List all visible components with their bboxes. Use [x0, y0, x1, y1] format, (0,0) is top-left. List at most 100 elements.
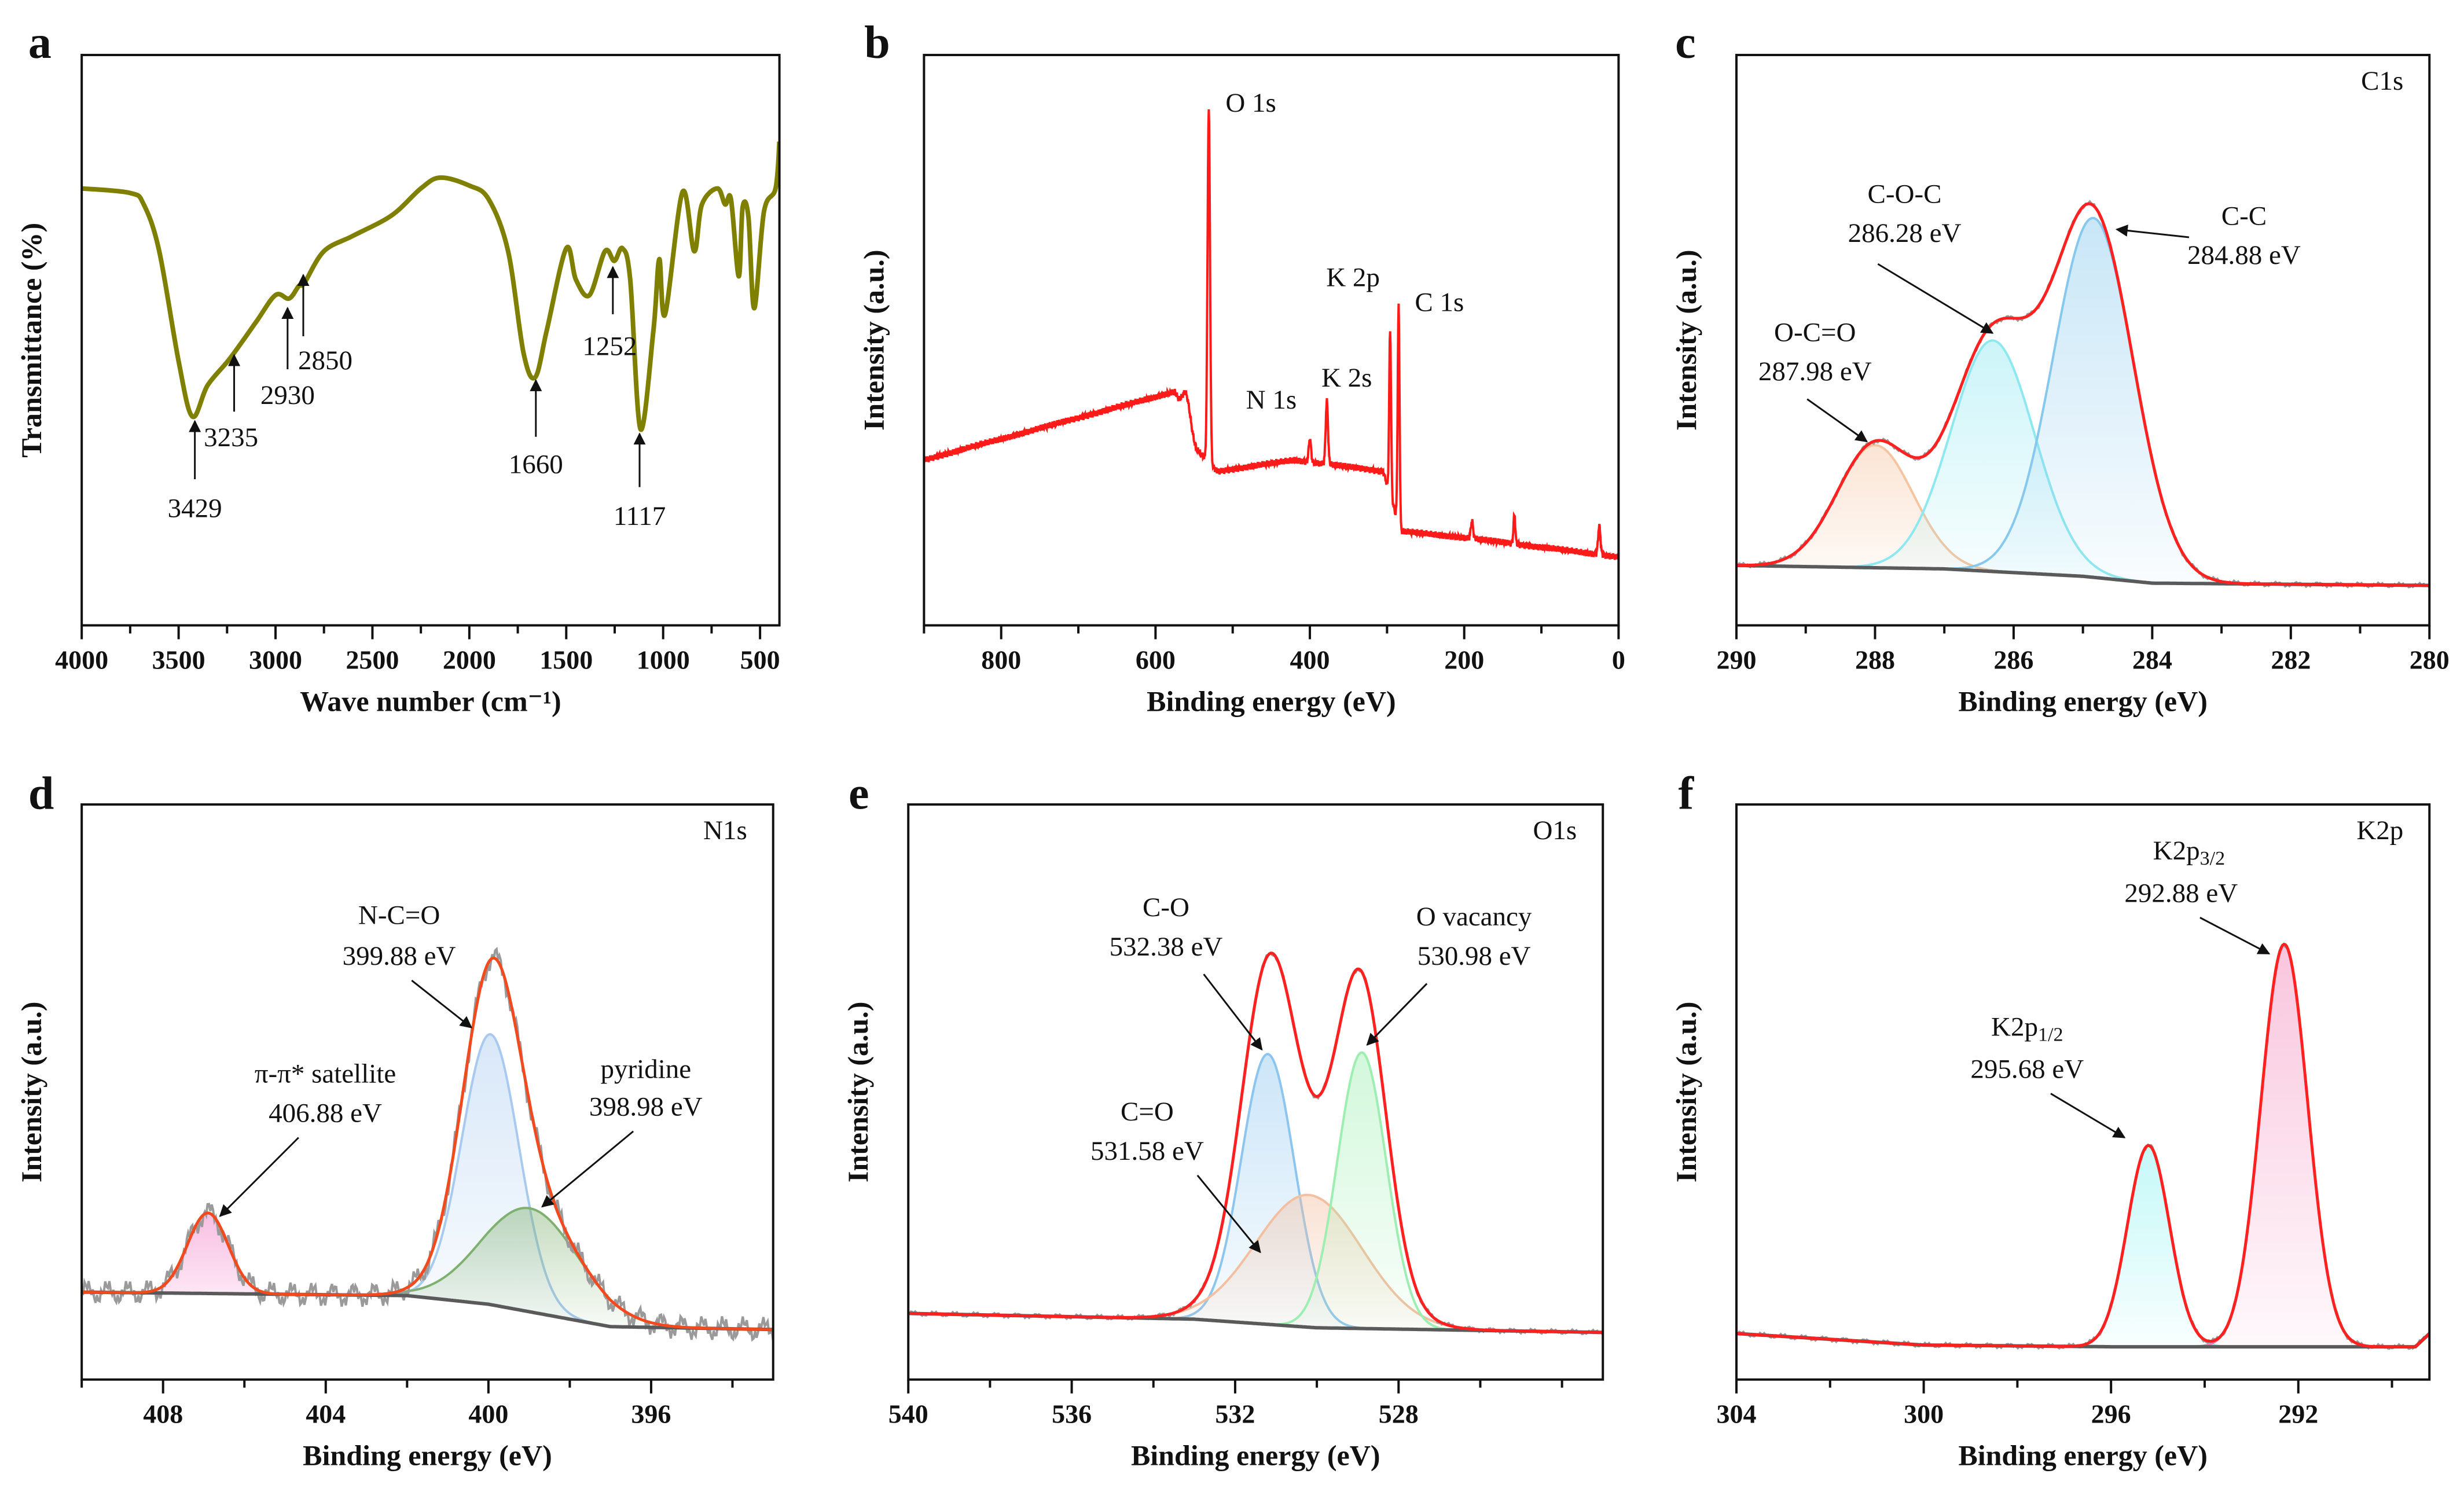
- plot-frame: [923, 54, 1620, 627]
- panel-e: e 540 536 532 528 Binding energy (eV) Intensit…: [842, 769, 1604, 1472]
- annotation-label: O 1s: [1225, 88, 1276, 118]
- y-axis-title: Intensity (a.u.): [15, 1002, 47, 1183]
- panel-letter: f: [1679, 769, 1695, 820]
- annotation-label: K 2p: [1326, 262, 1380, 292]
- plot-frame: [80, 54, 781, 627]
- plot-area: [1736, 942, 2430, 1350]
- x-tick-label: 290: [1716, 645, 1756, 675]
- annotation-text: C-O: [1143, 892, 1189, 923]
- x-tick-label: 408: [143, 1399, 183, 1429]
- annotation-label: 531.58 eV: [1090, 1136, 1204, 1166]
- peak-annotation: C=O 531.58 eV: [1090, 1097, 1261, 1254]
- peak-annotation: 3429: [168, 420, 222, 523]
- annotation-text: 295.68 eV: [1970, 1054, 2084, 1084]
- x-tick-label: 400: [468, 1399, 508, 1429]
- annotation-text: 531.58 eV: [1090, 1136, 1204, 1166]
- arrow-icon: [1366, 983, 1428, 1046]
- annotation-label: 399.88 eV: [343, 941, 456, 971]
- peak-annotation: 1660: [509, 378, 563, 479]
- annotation-label: 532.38 eV: [1110, 932, 1223, 962]
- annotation-text: O vacancy: [1416, 902, 1532, 932]
- core-level-label: N1s: [703, 815, 747, 846]
- peak-annotation: C-C 284.88 eV: [2115, 201, 2301, 270]
- plot-area: [924, 109, 1619, 560]
- arrow-icon: [2199, 917, 2271, 955]
- annotation-text: 398.98 eV: [589, 1092, 703, 1122]
- x-tick-label: 300: [1904, 1399, 1944, 1429]
- annotation-text: N 1s: [1246, 385, 1297, 415]
- x-tick-label: 286: [1993, 645, 2033, 675]
- panel-letter: e: [849, 769, 869, 820]
- annotation-text: C 1s: [1415, 287, 1464, 317]
- peak-annotation: O vacancy 530.98 eV: [1366, 902, 1532, 1046]
- panel-d: d 408 404 400 396 Binding energy (eV) Intensit…: [15, 769, 774, 1472]
- annotation-text: O 1s: [1225, 88, 1276, 118]
- x-axis-title: Binding energy (eV): [1147, 685, 1396, 718]
- annotation-text: C-C: [2221, 201, 2267, 231]
- annotation-text: C=O: [1121, 1097, 1174, 1127]
- annotation-label: 3429: [168, 493, 222, 523]
- annotation-label: C-O-C: [1868, 179, 1942, 209]
- y-axis-title: Intensity (a.u.): [1670, 1002, 1702, 1183]
- peak-annotation: K 2s: [1321, 363, 1372, 393]
- x-axis-title: Binding energy (eV): [1958, 1439, 2208, 1472]
- annotation-text: K 2s: [1321, 363, 1372, 393]
- annotation-label: 1660: [509, 449, 563, 479]
- arrow-icon: [541, 1130, 634, 1208]
- x-tick-label: 1000: [637, 645, 690, 675]
- panel-letter: a: [28, 17, 52, 68]
- x-tick-label: 292: [2278, 1399, 2318, 1429]
- plot-area: [908, 951, 1603, 1336]
- annotation-label: C=O: [1121, 1097, 1174, 1127]
- annotation-text: 1660: [509, 449, 563, 479]
- x-axis-title: Wave number (cm⁻¹): [300, 685, 561, 718]
- annotation-text: C-O-C: [1868, 179, 1942, 209]
- annotation-label: 284.88 eV: [2187, 240, 2301, 270]
- core-level-label: K2p: [2356, 815, 2403, 846]
- annotation-text: 1252: [582, 331, 637, 361]
- x-tick-label: 396: [631, 1399, 671, 1429]
- panel-a: a 4000 3500 3000 2500 2000 1500 1000 500 Wave num…: [15, 17, 781, 718]
- annotation-text: K 2p: [1326, 262, 1380, 292]
- peak-annotation: 1252: [582, 266, 637, 361]
- annotation-label: 295.68 eV: [1970, 1054, 2084, 1084]
- arrow-icon: [1877, 263, 1994, 334]
- x-tick-label: 500: [740, 645, 780, 675]
- peak-annotation: 1117: [614, 432, 666, 531]
- annotation-text: 284.88 eV: [2187, 240, 2301, 270]
- peak-annotation: N-C=O 399.88 eV: [343, 900, 473, 1028]
- ftir-spectrum-line: [82, 141, 780, 432]
- annotation-label: π-π* satellite: [255, 1059, 396, 1089]
- envelope-fit-line: [908, 951, 1603, 1334]
- y-axis-title: Transmittance (%): [15, 223, 47, 458]
- x-tick-label: 400: [1290, 645, 1330, 675]
- annotation-label: 2850: [298, 346, 352, 376]
- panel-letter: b: [864, 17, 890, 68]
- panel-c: c 290 288 286 284 282 280 Binding energy (eV) In…: [1670, 17, 2450, 718]
- plot-frame: [80, 803, 774, 1381]
- x-tick-label: 0: [1612, 645, 1625, 675]
- peak-annotation: pyridine 398.98 eV: [541, 1054, 703, 1208]
- annotation-text: K2p1/2: [1991, 1012, 2063, 1045]
- x-tick-label: 296: [2091, 1399, 2131, 1429]
- annotation-text: pyridine: [601, 1054, 692, 1084]
- annotation-label: K2p: [2153, 836, 2200, 866]
- x-tick-label: 3500: [152, 645, 205, 675]
- plot-area: [1736, 200, 2430, 589]
- annotation-text: K2p3/2: [2153, 836, 2225, 869]
- x-tick-label: 2000: [443, 645, 496, 675]
- x-tick-label: 540: [888, 1399, 928, 1429]
- annotation-label: 530.98 eV: [1418, 941, 1531, 971]
- x-tick-label: 800: [981, 645, 1021, 675]
- x-tick-label: 280: [2410, 645, 2450, 675]
- annotation-label: O-C=O: [1774, 317, 1856, 347]
- annotation-label: pyridine: [601, 1054, 692, 1084]
- arrow-icon: [219, 1137, 299, 1217]
- arrow-icon: [2115, 224, 2190, 238]
- annotation-label: C 1s: [1415, 287, 1464, 317]
- x-tick-label: 282: [2271, 645, 2311, 675]
- annotation-label: C-O: [1143, 892, 1189, 923]
- arrow-icon: [1203, 973, 1263, 1051]
- panel-b: b 800 600 400 200 0 Binding energy (eV) Intensi…: [857, 17, 1625, 718]
